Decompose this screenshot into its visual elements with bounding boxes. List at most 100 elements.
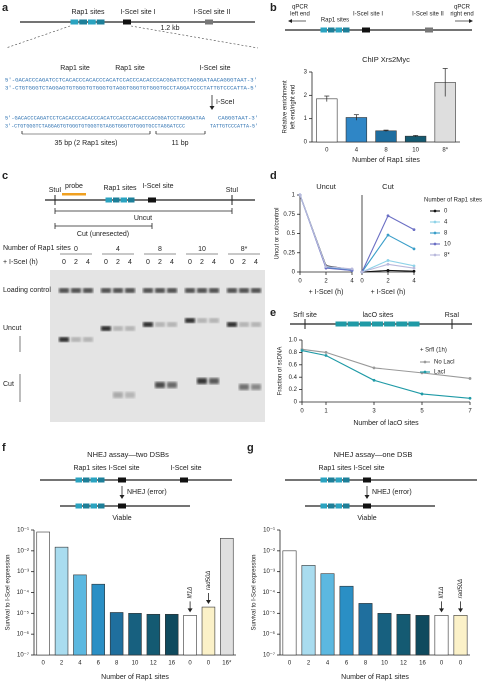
label: 4 <box>116 246 120 253</box>
label: 10⁻² <box>17 548 29 554</box>
label: 0 <box>188 661 192 667</box>
data-point <box>360 270 364 274</box>
label: + SrfI (1h) <box>420 348 447 354</box>
label: 0 <box>74 246 78 253</box>
data-point <box>386 233 390 237</box>
label: 1.0 <box>289 338 298 344</box>
legend-marker <box>423 370 427 374</box>
label: 16 <box>419 661 426 667</box>
label: 8* <box>442 148 448 154</box>
label: 5′-GACACCCAGATCCTCACACCCACACCCACATCCACCC… <box>5 76 257 83</box>
rap1-site <box>83 503 90 509</box>
label: 10 <box>198 246 206 253</box>
label: 2 <box>60 661 64 667</box>
gel-band <box>113 288 123 293</box>
label: Loading control <box>3 287 51 294</box>
label: I-SceI site I <box>120 9 155 16</box>
data-point <box>300 349 304 352</box>
gel-band <box>101 288 111 293</box>
gel-band <box>197 288 207 293</box>
gel-band <box>59 337 69 342</box>
label: 1 <box>304 116 308 122</box>
label: ChIP Xrs2Myc <box>362 55 410 64</box>
label: 1 <box>292 193 296 199</box>
label: Survival to I-SceI expression <box>6 554 12 630</box>
label: 4 <box>86 259 90 266</box>
bar <box>54 546 69 656</box>
gel-band <box>113 392 123 398</box>
label: 10⁻³ <box>17 569 29 575</box>
label: 8* <box>241 246 248 253</box>
label: 2 <box>307 661 311 667</box>
gel-band <box>125 288 135 293</box>
label: Number of lacO sites <box>353 420 419 427</box>
data-point <box>468 377 472 380</box>
gel-band <box>251 384 261 390</box>
arrow-head <box>364 495 370 499</box>
label: Number of Rap1 sites <box>352 157 420 164</box>
label: 10 <box>412 148 419 154</box>
label: 0 <box>288 661 292 667</box>
label: b <box>270 2 277 14</box>
label: 2 <box>116 259 120 266</box>
gel-band <box>143 322 153 327</box>
label: 0 <box>325 148 329 154</box>
bar <box>377 613 392 656</box>
label: 10 <box>444 242 451 248</box>
bar <box>404 135 427 143</box>
laco-site <box>396 321 408 327</box>
label: 10⁻⁶ <box>263 631 276 638</box>
label: left end/right end <box>291 85 297 130</box>
label: probe <box>65 183 83 190</box>
data-point <box>324 265 328 269</box>
label: SrfI site <box>293 312 317 319</box>
label: + I-SceI (h) <box>371 289 406 296</box>
label: 1.2 kb <box>160 25 179 32</box>
rap1-site <box>320 477 327 483</box>
bar <box>396 613 411 656</box>
bar <box>220 537 234 656</box>
laco-site <box>384 321 396 327</box>
rap1-site <box>320 503 327 509</box>
rap1-site <box>120 197 127 203</box>
label: Uncut or cut/control <box>275 207 281 259</box>
label: Rap1 site <box>115 65 145 72</box>
label: 0 <box>304 140 308 146</box>
gel-band <box>155 382 165 388</box>
label: 0 <box>298 279 302 285</box>
gel-band <box>125 326 135 331</box>
series-line <box>299 194 353 271</box>
probe <box>62 193 86 196</box>
label: 2 <box>242 259 246 266</box>
label: 1 <box>324 409 328 415</box>
label: No LacI <box>434 360 455 366</box>
label: Cut (unresected) <box>77 231 129 238</box>
label: 0 <box>104 259 108 266</box>
data-point <box>412 228 416 232</box>
gel-band <box>113 326 123 331</box>
label: lif1Δ <box>188 587 194 599</box>
data-point <box>350 267 354 271</box>
bar <box>453 615 468 656</box>
gel-band <box>155 288 165 293</box>
label: 16 <box>168 661 175 667</box>
label: Rap1 sites <box>73 465 107 472</box>
legend-marker <box>433 231 437 235</box>
bar <box>165 613 179 656</box>
data-point <box>298 193 302 197</box>
label: 10⁻⁴ <box>17 589 30 596</box>
isce-site <box>425 27 433 33</box>
label: Rap1 sites <box>71 9 105 16</box>
label: 3′-CTGTGGGTCTAGGAGTGTGGGTGTGGGTGTAGGTGGG… <box>5 84 257 91</box>
label: Viable <box>112 515 131 522</box>
label: 8* <box>444 253 450 259</box>
label: 2 <box>304 93 308 99</box>
rap1-site <box>343 477 350 483</box>
label: 10⁻¹ <box>263 528 275 534</box>
data-point <box>386 262 390 266</box>
label: 5 <box>420 409 424 415</box>
label: 0 <box>360 279 364 285</box>
legend-marker <box>433 209 437 213</box>
isce-site <box>180 477 188 483</box>
label: 8 <box>384 148 388 154</box>
